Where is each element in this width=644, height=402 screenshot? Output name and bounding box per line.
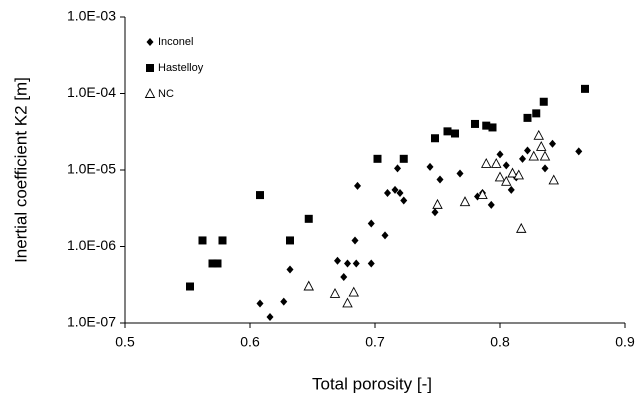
y-tick-label: 1.0E-05 — [67, 161, 116, 177]
point — [280, 297, 288, 306]
point — [400, 196, 408, 205]
point — [549, 139, 556, 148]
x-tick-label: 0.5 — [115, 334, 135, 350]
point — [539, 97, 548, 106]
point — [304, 214, 313, 223]
point — [208, 259, 217, 268]
point — [373, 154, 382, 163]
point — [519, 154, 526, 163]
point — [334, 256, 341, 265]
point — [384, 189, 391, 198]
x-tick-label: 0.8 — [490, 334, 510, 350]
point — [344, 259, 351, 268]
point — [329, 287, 341, 298]
point — [436, 175, 444, 184]
point — [501, 175, 512, 186]
point — [352, 259, 360, 268]
point — [539, 150, 551, 161]
point — [456, 169, 464, 178]
point — [432, 198, 443, 209]
point — [471, 119, 479, 128]
point — [528, 150, 539, 161]
point — [431, 208, 439, 217]
point — [367, 259, 375, 268]
point — [198, 236, 207, 245]
point — [487, 200, 495, 209]
point — [399, 154, 408, 163]
point — [431, 134, 439, 143]
point — [482, 121, 491, 130]
point — [502, 161, 510, 170]
point — [496, 150, 504, 159]
point — [533, 129, 544, 140]
point — [256, 191, 264, 200]
point — [394, 164, 401, 173]
point — [532, 109, 541, 118]
point — [575, 147, 583, 156]
x-tick-label: 0.9 — [615, 334, 635, 350]
point — [381, 231, 389, 240]
point — [213, 259, 222, 268]
y-tick-label: 1.0E-04 — [67, 84, 116, 100]
point — [459, 196, 471, 207]
legend-label: Hastelloy — [158, 62, 204, 74]
point — [541, 164, 549, 173]
point — [391, 185, 399, 194]
point — [477, 189, 488, 200]
point — [266, 312, 274, 321]
point — [488, 123, 497, 132]
point — [426, 162, 434, 171]
point — [548, 174, 559, 185]
point — [396, 189, 404, 198]
point — [494, 171, 506, 182]
legend-marker — [144, 88, 156, 98]
point — [443, 127, 452, 136]
point — [581, 84, 589, 93]
y-axis-label: Inertial coefficient K2 [m] — [11, 77, 30, 263]
point — [303, 280, 314, 291]
point — [218, 236, 227, 245]
point — [354, 181, 361, 190]
point — [491, 157, 502, 168]
x-tick-label: 0.6 — [240, 334, 260, 350]
point — [351, 236, 359, 245]
point — [513, 169, 524, 180]
point — [256, 299, 264, 308]
point — [524, 146, 531, 155]
x-tick-label: 0.7 — [365, 334, 385, 350]
y-tick-label: 1.0E-03 — [67, 8, 116, 24]
point — [348, 286, 359, 297]
legend-marker — [146, 64, 154, 72]
legend-marker — [146, 38, 154, 46]
point — [507, 167, 518, 178]
point — [451, 129, 459, 138]
point — [342, 297, 353, 308]
y-tick-label: 1.0E-06 — [67, 237, 116, 253]
point — [186, 282, 194, 291]
x-axis-label: Total porosity [-] — [312, 374, 432, 393]
legend-label: Inconel — [158, 36, 193, 48]
point — [536, 141, 547, 151]
point — [481, 157, 492, 168]
point — [286, 236, 294, 245]
point — [340, 272, 348, 281]
legend-label: NC — [158, 88, 174, 100]
point — [523, 113, 532, 122]
point — [286, 265, 294, 274]
point — [507, 185, 515, 194]
point — [367, 219, 375, 228]
y-tick-label: 1.0E-07 — [67, 314, 116, 330]
point — [516, 222, 527, 233]
